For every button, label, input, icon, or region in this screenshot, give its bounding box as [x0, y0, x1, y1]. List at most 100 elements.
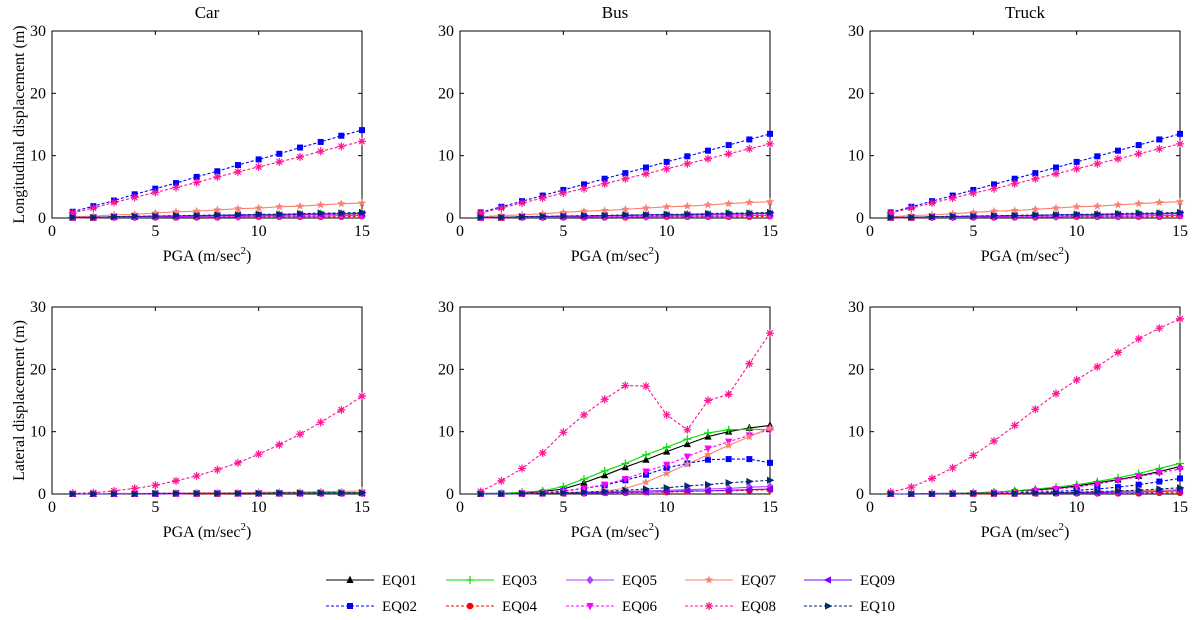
- x-axis-label-main: PGA (m/sec: [571, 524, 649, 541]
- data-point-eq07: [337, 199, 346, 208]
- x-tick-label: 10: [251, 499, 267, 516]
- data-point-eq10: [746, 477, 754, 486]
- y-tick-label: 0: [856, 486, 864, 503]
- y-tick-label: 30: [438, 23, 454, 40]
- data-point-eq08: [1010, 421, 1019, 430]
- data-point-eq07: [213, 205, 222, 214]
- legend-label: EQ02: [382, 599, 417, 615]
- data-point-eq08: [1155, 324, 1164, 333]
- data-point-eq06: [704, 445, 712, 453]
- data-point-eq08: [1155, 144, 1164, 153]
- data-point-eq10: [214, 489, 222, 497]
- data-point-eq10: [317, 489, 326, 497]
- data-point-eq08: [172, 183, 180, 192]
- data-point-eq10: [317, 209, 326, 217]
- legend-item-eq07: EQ07: [685, 573, 776, 589]
- data-point-eq07: [600, 206, 609, 215]
- data-point-eq07: [683, 201, 692, 210]
- data-point-eq10: [297, 489, 305, 497]
- series-group: [476, 130, 775, 221]
- data-point-eq08: [337, 142, 346, 151]
- data-point-eq10: [276, 210, 284, 218]
- legend-marker: [466, 602, 474, 610]
- data-point-eq08: [316, 147, 325, 156]
- data-point-eq10: [601, 487, 610, 496]
- data-point-eq08: [928, 474, 936, 483]
- series-line-eq08: [480, 143, 771, 214]
- y-tick-label: 10: [30, 148, 46, 165]
- data-point-eq02: [193, 173, 200, 180]
- data-point-eq10: [90, 213, 98, 221]
- data-point-eq02: [1115, 147, 1121, 154]
- data-point-eq08: [1134, 149, 1143, 158]
- data-point-eq10: [643, 485, 651, 493]
- data-point-eq08: [969, 451, 978, 460]
- data-point-eq02: [767, 459, 773, 466]
- data-point-eq10: [1177, 484, 1185, 492]
- data-point-eq10: [991, 489, 999, 497]
- x-axis-label-sup: 2: [1058, 245, 1064, 257]
- legend-label: EQ10: [860, 599, 895, 615]
- data-point-eq10: [908, 490, 916, 497]
- data-point-eq06: [1093, 481, 1101, 489]
- data-point-eq08: [1093, 159, 1102, 168]
- data-point-eq08: [130, 484, 139, 493]
- data-point-eq07: [724, 199, 733, 208]
- legend-item-eq06: EQ06: [566, 599, 657, 615]
- data-point-eq08: [538, 194, 547, 203]
- data-point-eq02: [705, 147, 711, 154]
- legend-marker: [586, 575, 594, 585]
- data-point-eq02: [746, 136, 753, 143]
- data-point-eq07: [192, 206, 201, 215]
- data-point-eq08: [89, 204, 98, 213]
- data-point-eq02: [725, 456, 732, 463]
- data-point-eq09: [724, 486, 732, 494]
- y-tick-label: 0: [38, 486, 46, 503]
- data-point-eq07: [683, 459, 692, 468]
- data-point-eq06: [663, 461, 671, 470]
- data-point-eq10: [152, 212, 160, 220]
- series-line-eq08: [72, 395, 363, 494]
- data-point-eq08: [213, 465, 222, 474]
- data-point-eq07: [703, 450, 713, 459]
- x-tick-label: 5: [969, 499, 977, 516]
- y-tick-label: 0: [38, 210, 46, 227]
- data-point-eq07: [662, 469, 671, 477]
- data-point-eq07: [621, 204, 630, 213]
- x-axis-label-sup: 2: [240, 521, 246, 533]
- panel-5: 0 5 10 15 0 10 20 30 PGA (m/sec2): [848, 299, 1188, 541]
- data-point-eq07: [765, 423, 775, 432]
- panel-title: Car: [195, 3, 220, 22]
- x-axis-label-tail: ): [246, 248, 251, 265]
- y-tick-label: 20: [438, 361, 454, 378]
- legend-marker: [346, 575, 354, 583]
- data-point-eq02: [235, 162, 241, 169]
- data-point-eq09: [744, 486, 753, 494]
- data-point-eq07: [621, 483, 630, 492]
- data-point-eq02: [684, 153, 691, 160]
- data-point-eq08: [580, 410, 588, 419]
- series-line-eq04: [890, 492, 1180, 495]
- x-tick-label: 0: [456, 223, 464, 240]
- data-point-eq08: [621, 381, 630, 390]
- data-point-eq10: [929, 213, 937, 221]
- legend-label: EQ08: [741, 599, 776, 615]
- data-point-eq08: [1072, 375, 1081, 384]
- data-point-eq10: [255, 210, 264, 218]
- data-point-eq08: [1052, 169, 1060, 178]
- legend-item-eq10: EQ10: [804, 599, 895, 615]
- data-point-eq08: [1114, 154, 1122, 163]
- series-line-eq08: [890, 318, 1181, 493]
- data-point-eq07: [109, 210, 119, 219]
- y-axis-label: Longitudinal displacement (m): [11, 25, 28, 223]
- x-tick-label: 0: [48, 499, 56, 516]
- data-point-eq10: [663, 210, 672, 218]
- data-point-eq02: [317, 138, 324, 145]
- x-tick-label: 0: [48, 223, 56, 240]
- data-point-eq08: [110, 198, 118, 207]
- data-point-eq02: [1073, 158, 1080, 165]
- legend-marker: [586, 603, 594, 611]
- legend-marker: [466, 576, 474, 584]
- data-point-eq06: [642, 468, 650, 476]
